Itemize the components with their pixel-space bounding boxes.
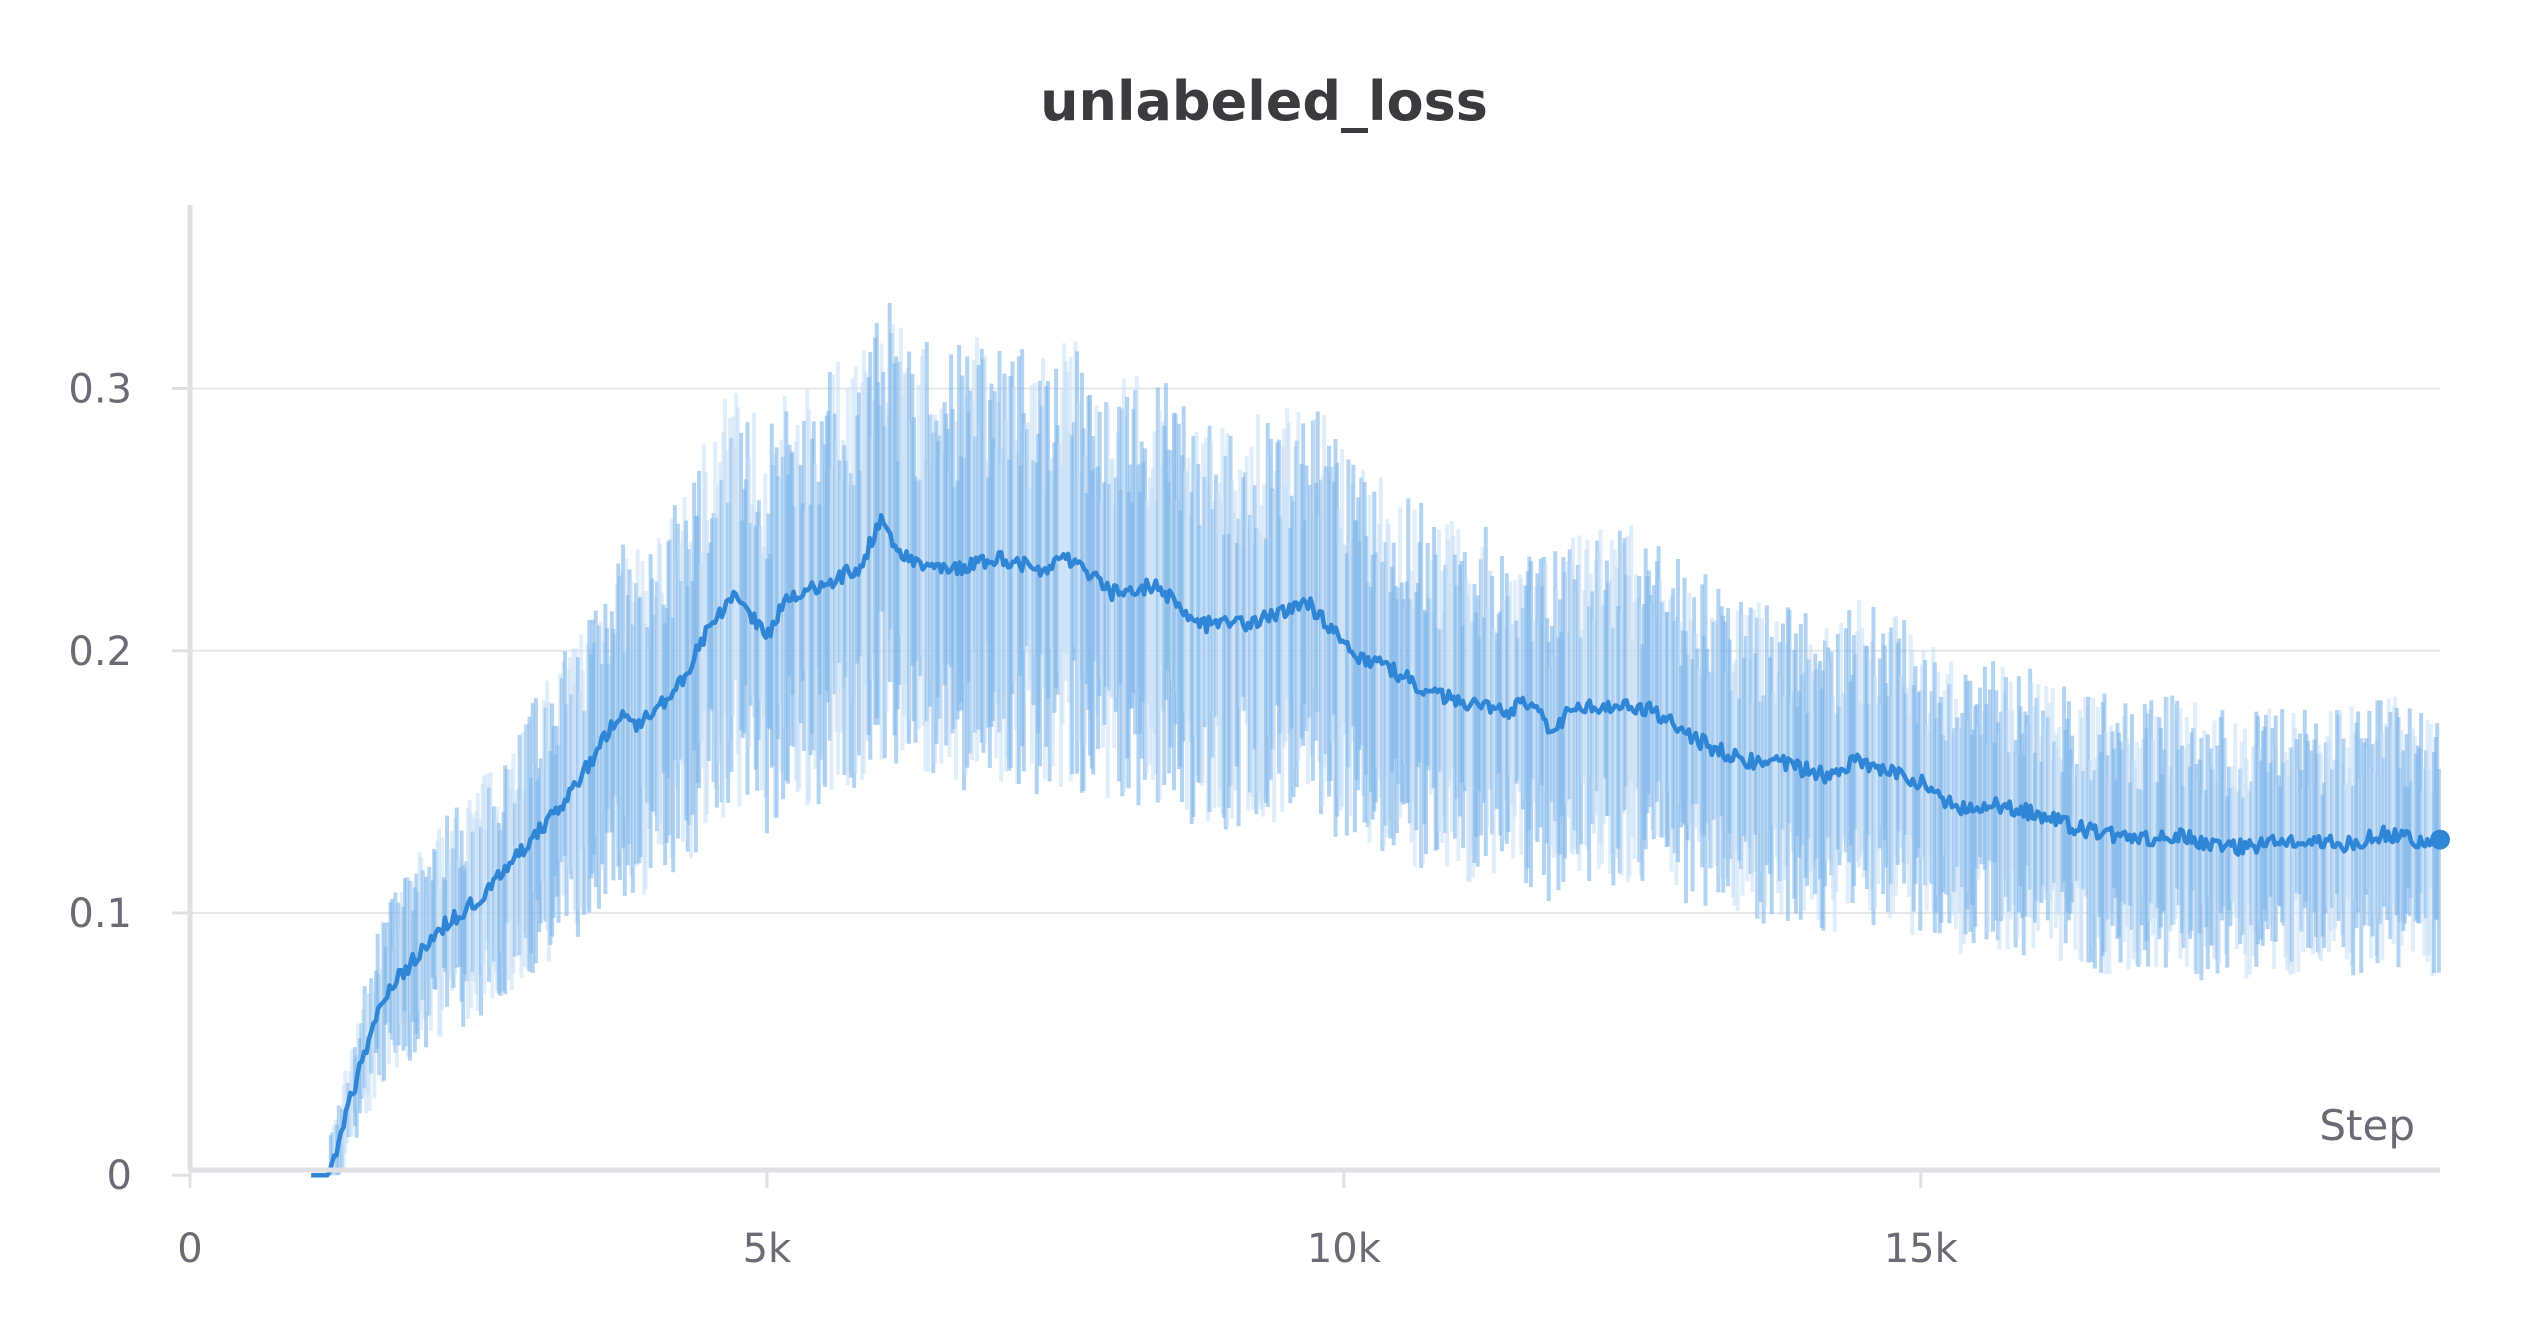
x-axis-label: Step <box>2319 1101 2415 1150</box>
x-tick-label: 5k <box>743 1226 792 1272</box>
raw-values-band <box>328 302 2441 1176</box>
smoothed-series <box>311 513 2450 1178</box>
axes <box>172 205 2440 1188</box>
smoothed-loss-line <box>311 513 2441 1178</box>
chart-title: unlabeled_loss <box>1040 70 1488 133</box>
x-tick-label: 10k <box>1307 1226 1382 1272</box>
y-tick-label: 0.1 <box>68 891 132 937</box>
y-tick-label: 0.2 <box>68 629 132 675</box>
series-end-marker <box>2430 829 2450 850</box>
y-tick-label: 0.3 <box>68 367 132 413</box>
x-tick-label: 15k <box>1884 1226 1959 1272</box>
tick-labels: 0 0.1 0.2 0.3 0 5k 10k 15k Step <box>68 367 2415 1272</box>
x-tick-label: 0 <box>177 1226 202 1272</box>
y-tick-label: 0 <box>107 1153 132 1199</box>
